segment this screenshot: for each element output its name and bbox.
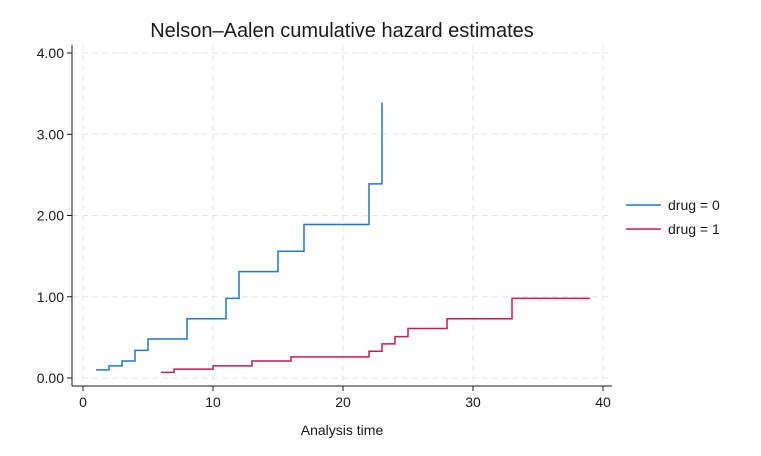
grid — [72, 45, 612, 386]
legend-label-1: drug = 0 — [668, 197, 720, 213]
y-tick-label: 4.00 — [37, 45, 64, 61]
chart-title: Nelson–Aalen cumulative hazard estimates — [150, 20, 534, 42]
y-tick-label: 2.00 — [37, 208, 64, 224]
x-axis-label: Analysis time — [301, 422, 384, 438]
x-tick-label: 30 — [465, 394, 481, 410]
axes: 0.00 1.00 2.00 3.00 4.00 0 10 20 30 40 — [37, 45, 612, 410]
x-tick-label: 20 — [335, 394, 351, 410]
series-layer — [96, 102, 590, 374]
series-line-2 — [161, 297, 590, 374]
legend-label-2: drug = 1 — [668, 221, 720, 237]
y-tick-label: 1.00 — [37, 289, 64, 305]
legend: drug = 0 drug = 1 — [626, 197, 720, 237]
x-tick-label: 0 — [79, 394, 87, 410]
x-tick-label: 40 — [595, 394, 611, 410]
series-line-1 — [96, 102, 383, 371]
y-tick-label: 0.00 — [37, 370, 64, 386]
y-tick-label: 3.00 — [37, 126, 64, 142]
x-tick-label: 10 — [205, 394, 221, 410]
